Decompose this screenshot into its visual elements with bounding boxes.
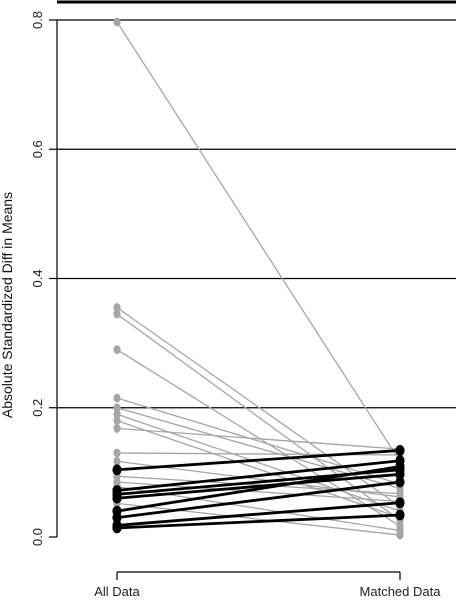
x-tick-label: Matched Data [360,584,442,599]
data-point [113,17,121,27]
series-line [116,513,401,530]
data-point [395,461,405,472]
series-line [116,427,401,450]
data-point [112,512,122,524]
grid-layer [57,0,456,409]
series-worsened [112,476,405,524]
data-point [112,522,122,534]
series-worsened [112,509,405,534]
x-tick-label: All Data [94,584,140,599]
y-tick-label: 0.6 [30,140,45,158]
series-line [116,420,401,519]
series-line [116,459,401,492]
x-axis: All Data Matched Data [94,571,442,599]
data-point [395,509,405,521]
data-point [113,393,121,403]
series-improved [113,303,404,512]
data-point [113,345,121,354]
data-point [113,303,121,312]
series-line [116,480,401,520]
series-line [116,472,401,500]
series-line [116,349,401,527]
data-point [113,424,121,433]
data-point [395,497,405,509]
data-point [113,403,121,413]
series-worsened [112,468,405,504]
data-point [113,309,121,319]
data-point [112,464,122,476]
data-point [396,489,404,499]
y-tick-label: 0.0 [30,528,45,546]
series-line [116,397,401,485]
series-line [116,502,401,536]
series-worsened [112,445,405,476]
series-line [116,21,401,462]
data-point [112,492,122,504]
series-improved [113,17,404,466]
y-axis-title: Absolute Standardized Diff in Means [0,192,15,418]
series-line [116,413,401,512]
series-line [116,465,401,513]
data-point [395,445,405,456]
y-tick-label: 0.8 [30,11,45,29]
data-point [113,456,121,466]
data-point [113,448,121,458]
data-point [395,476,405,488]
y-axis: 0.0 0.2 0.4 0.6 0.8 [30,11,58,546]
data-point [395,468,405,480]
series-line [116,501,401,527]
y-tick-label: 0.2 [30,399,45,417]
data-point [113,416,121,426]
series-line [116,313,401,521]
y-tick-label: 0.4 [30,269,45,287]
series-improved [113,345,404,531]
series-layer [112,17,405,540]
data-point [113,409,121,419]
series-line [116,449,401,472]
data-point [396,530,404,540]
series-worsened [112,461,405,517]
